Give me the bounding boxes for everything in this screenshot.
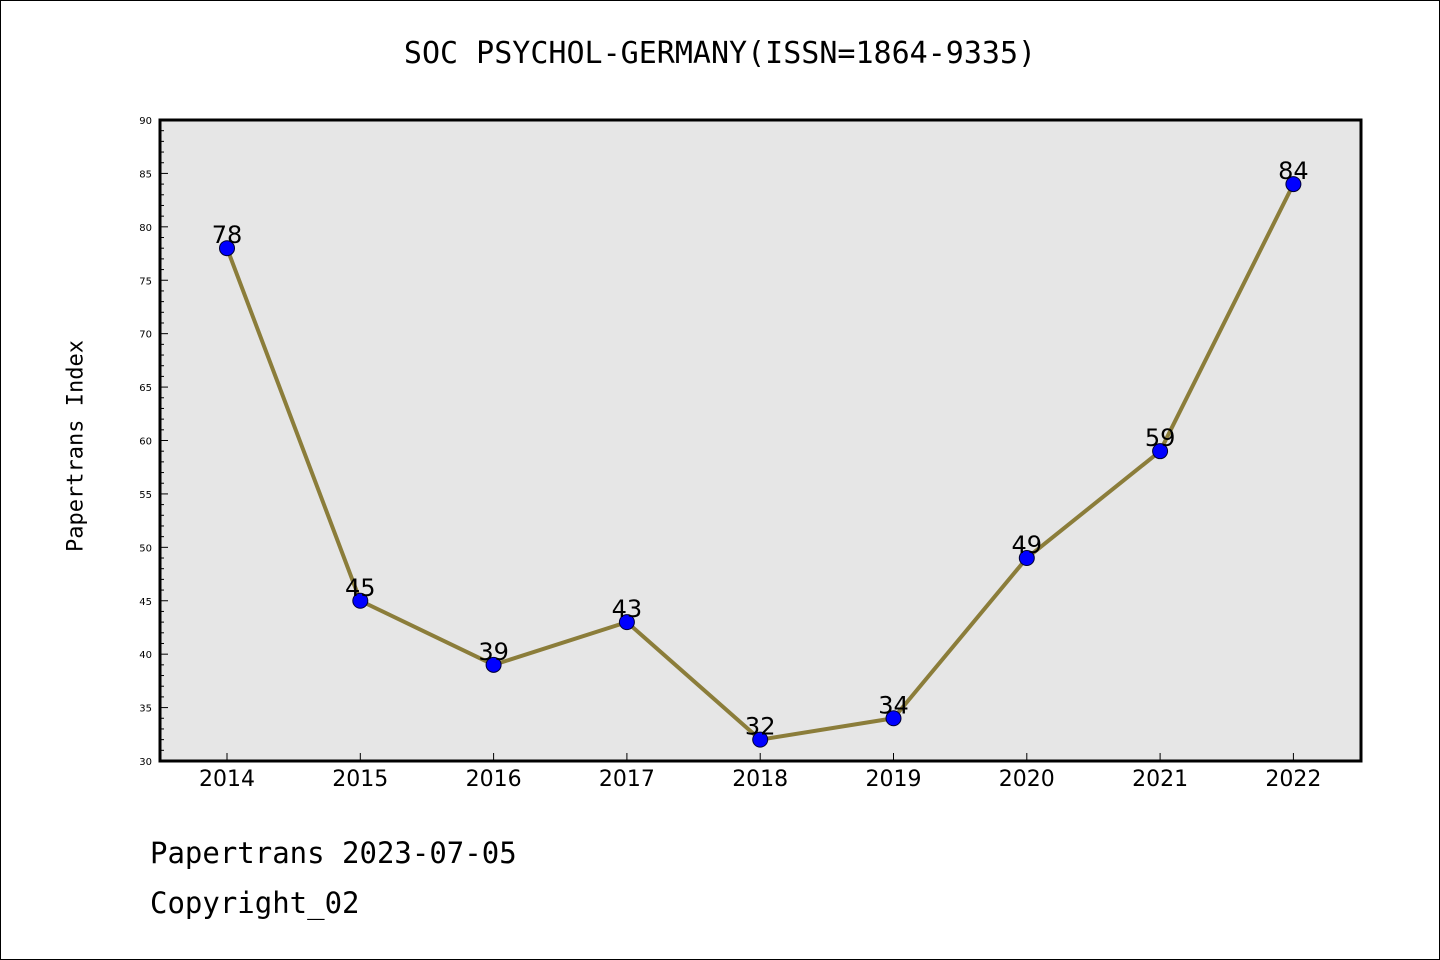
x-tick-label: 2021	[1132, 767, 1188, 792]
x-tick-label: 2014	[199, 767, 255, 792]
data-label: 49	[1012, 531, 1043, 559]
y-tick-label: 85	[139, 169, 152, 180]
data-point-marker	[1018, 550, 1035, 567]
marker-group	[219, 176, 1302, 748]
data-point-marker	[219, 240, 235, 257]
data-point-marker	[1152, 443, 1169, 460]
data-label: 45	[345, 574, 376, 602]
chart-title: SOC PSYCHOL-GERMANY(ISSN=1864-9335)	[403, 36, 1037, 71]
y-tick-label: 75	[139, 276, 152, 287]
y-tick-label: 40	[139, 650, 152, 661]
y-tick-label: 60	[139, 437, 152, 448]
y-tick-label: 65	[139, 383, 152, 394]
y-tick-label: 30	[139, 757, 152, 768]
data-label: 43	[612, 595, 643, 623]
data-label: 84	[1278, 157, 1309, 185]
data-label: 39	[478, 638, 509, 666]
y-tick-label: 55	[139, 490, 152, 501]
x-tick-label: 2020	[999, 767, 1055, 792]
data-point-marker	[618, 614, 635, 631]
y-tick-label: 90	[139, 116, 152, 127]
data-point-marker	[485, 656, 502, 673]
footer-copyright: Copyright_02	[150, 886, 360, 920]
data-point-marker	[352, 592, 369, 609]
data-label: 78	[212, 221, 243, 249]
x-tick-label: 2022	[1265, 767, 1321, 792]
y-tick-label: 80	[139, 223, 152, 234]
x-tick-label: 2017	[599, 767, 655, 792]
x-tick-label: 2015	[332, 767, 388, 792]
data-point-marker	[885, 710, 902, 727]
data-point-marker	[1285, 176, 1302, 193]
y-tick-label: 70	[139, 330, 152, 341]
x-tick-label: 2018	[732, 767, 788, 792]
y-tick-label: 50	[139, 543, 152, 554]
x-tick-label: 2016	[466, 767, 522, 792]
data-label-group: 78 45 39 43 32 34 49 59 84	[212, 157, 1309, 741]
x-tick-label: 2019	[866, 767, 922, 792]
plot-area	[158, 118, 1363, 763]
data-label: 34	[878, 691, 909, 719]
y-tick-label: 45	[139, 597, 152, 608]
x-axis: 2014 2015 2016 2017 2018 2019 2020 2021 2022	[199, 753, 1321, 792]
y-tick-label: 35	[139, 704, 152, 715]
data-label: 32	[745, 713, 776, 741]
data-label: 59	[1145, 424, 1176, 452]
footer-date: Papertrans 2023-07-05	[150, 836, 517, 870]
data-point-marker	[752, 731, 769, 748]
y-axis: 30 35 40 45 50 55 60 65 70 75 80 85 90	[139, 116, 168, 768]
